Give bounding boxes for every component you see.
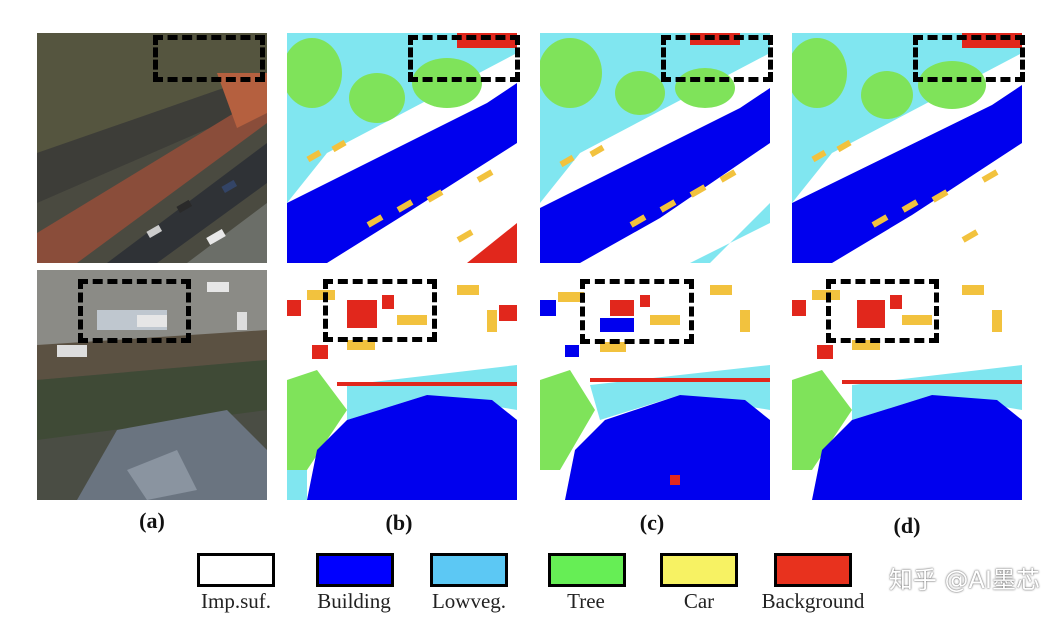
caption-b: (b): [385, 510, 413, 535]
caption-c: (c): [639, 510, 665, 535]
legend-label-background: Background: [761, 589, 865, 613]
legend-label-lowveg: Lowveg.: [431, 589, 507, 613]
segmentation-map-d-top: [792, 33, 1022, 263]
legend-swatch-imp-surf: [197, 553, 275, 587]
caption-d: (d): [893, 513, 921, 538]
legend-swatch-building: [316, 553, 394, 587]
aerial-photo-bottom: [37, 270, 267, 500]
aerial-photo-top: [37, 33, 267, 263]
highlight-box-c-bottom: [580, 279, 694, 344]
legend-label-tree: Tree: [567, 589, 605, 613]
legend-label-car: Car: [683, 589, 715, 613]
highlight-box-d-top: [913, 35, 1025, 82]
legend-swatch-background: [774, 553, 852, 587]
legend-label-imp-surf: Imp.suf.: [201, 589, 271, 613]
highlight-box-c-top: [661, 35, 773, 82]
segmentation-map-c-bottom: [540, 270, 770, 500]
caption-a: (a): [139, 508, 165, 533]
highlight-box-b-top: [408, 35, 520, 82]
highlight-box-a-bottom: [78, 279, 191, 343]
segmentation-map-b-top: [287, 33, 517, 263]
highlight-box-b-bottom: [323, 279, 437, 342]
highlight-box-d-bottom: [826, 279, 939, 343]
segmentation-map-c-top: [540, 33, 770, 263]
legend-swatch-car: [660, 553, 738, 587]
highlight-box-a-top: [153, 35, 265, 82]
legend-swatch-tree: [548, 553, 626, 587]
watermark-text: 知乎 @AI墨芯: [888, 566, 1040, 594]
legend-label-building: Building: [317, 589, 391, 613]
legend-swatch-lowveg: [430, 553, 508, 587]
